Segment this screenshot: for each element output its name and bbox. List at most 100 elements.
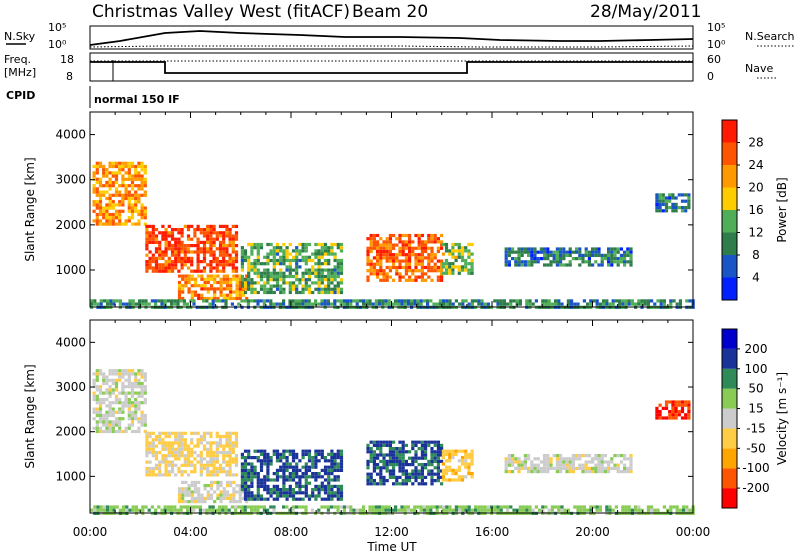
data-cell <box>231 247 235 251</box>
data-cell <box>115 299 119 303</box>
data-cell <box>275 252 280 256</box>
data-cell <box>222 263 226 267</box>
data-cell <box>504 463 508 467</box>
data-cell <box>209 228 213 232</box>
data-cell <box>181 496 185 500</box>
data-cell <box>288 302 292 306</box>
data-cell <box>333 265 337 269</box>
data-cell <box>247 491 251 495</box>
data-cell <box>429 508 433 512</box>
data-cell <box>454 258 458 263</box>
data-cell <box>259 299 263 303</box>
data-cell <box>266 287 270 291</box>
data-cell <box>250 468 254 472</box>
data-cell <box>266 468 270 472</box>
data-cell <box>127 397 131 402</box>
data-cell <box>190 450 194 455</box>
data-cell <box>562 257 566 261</box>
data-cell <box>369 450 373 454</box>
data-cell <box>562 466 566 470</box>
data-cell <box>193 290 198 294</box>
data-cell <box>145 431 149 435</box>
data-cell <box>127 164 131 169</box>
data-cell <box>228 457 232 461</box>
data-cell <box>571 466 575 470</box>
data-cell <box>282 278 286 282</box>
data-cell <box>307 481 312 485</box>
data-cell <box>581 470 585 474</box>
data-cell <box>304 271 308 275</box>
colorbar-label: Power [dB] <box>775 177 789 242</box>
data-cell <box>504 247 508 251</box>
data-cell <box>395 463 399 467</box>
data-cell <box>124 196 128 201</box>
data-cell <box>228 438 232 442</box>
data-cell <box>467 302 471 306</box>
data-cell <box>301 274 305 279</box>
data-cell <box>336 258 340 263</box>
data-cell <box>480 508 484 512</box>
colorbar-tick-label: -200 <box>742 481 769 495</box>
data-cell <box>436 479 440 483</box>
data-cell <box>436 475 440 479</box>
freq-trace <box>90 61 693 74</box>
data-cell <box>275 284 280 288</box>
data-cell <box>212 256 216 260</box>
data-cell <box>320 287 324 291</box>
data-cell <box>385 237 389 241</box>
data-cell <box>275 468 280 472</box>
data-cell <box>568 466 572 470</box>
colorbar-frame <box>721 328 738 509</box>
data-cell <box>240 284 244 288</box>
data-cell <box>222 296 226 301</box>
data-cell <box>598 302 602 306</box>
data-cell <box>333 505 337 509</box>
data-cell <box>395 475 399 479</box>
data-cell <box>134 200 138 204</box>
data-cell <box>190 454 194 458</box>
data-cell <box>95 180 99 185</box>
data-cell <box>105 391 109 395</box>
data-cell <box>225 434 229 439</box>
data-cell <box>143 401 147 405</box>
data-cell <box>196 256 200 260</box>
data-cell <box>327 278 331 282</box>
data-cell <box>102 193 106 197</box>
data-cell <box>401 466 405 470</box>
data-cell <box>656 299 660 303</box>
data-cell <box>314 465 318 469</box>
data-cell <box>130 196 135 201</box>
data-cell <box>327 465 331 469</box>
data-cell <box>243 284 248 288</box>
data-cell <box>616 454 620 458</box>
data-cell <box>130 222 135 226</box>
data-cell <box>424 475 428 479</box>
data-cell <box>336 290 340 295</box>
data-cell <box>384 508 388 512</box>
data-cell <box>372 262 376 266</box>
data-cell <box>608 505 612 509</box>
data-cell <box>282 475 286 479</box>
noise-left-tick-bottom: 10⁰ <box>48 38 67 51</box>
data-cell <box>263 284 267 288</box>
data-cell <box>417 472 421 476</box>
data-cell <box>219 480 223 484</box>
data-cell <box>587 470 591 474</box>
data-cell <box>200 296 204 301</box>
data-cell <box>301 290 305 295</box>
data-cell <box>320 271 324 275</box>
data-cell <box>222 287 226 291</box>
data-cell <box>624 299 628 303</box>
data-cell <box>179 299 183 303</box>
data-cell <box>401 440 405 444</box>
x-tick-label: 00:00 <box>73 525 108 539</box>
data-cell <box>554 299 558 303</box>
data-cell <box>388 265 392 270</box>
data-cell <box>575 454 579 458</box>
data-cell <box>231 269 235 273</box>
data-cell <box>209 287 214 291</box>
data-cell <box>430 253 434 257</box>
data-cell <box>141 505 145 509</box>
data-cell <box>424 482 428 486</box>
